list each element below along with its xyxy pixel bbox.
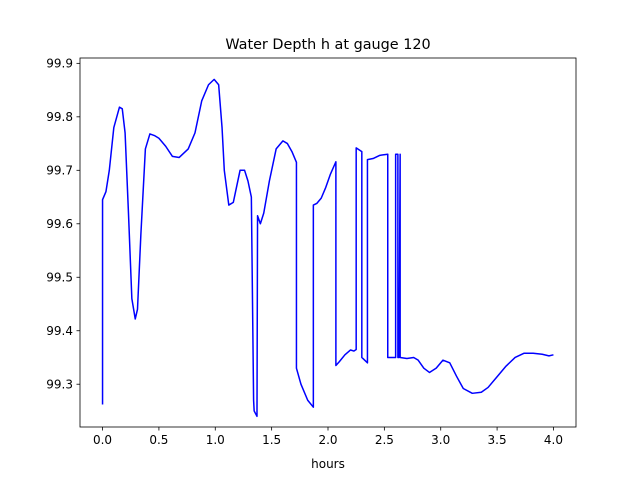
x-tick-label: 2.0 [318, 433, 337, 447]
x-tick-label: 1.5 [262, 433, 281, 447]
y-tick-label: 99.4 [46, 324, 73, 338]
series-line-0 [101, 78, 554, 418]
x-axis-label: hours [311, 457, 345, 471]
x-tick-label: 2.5 [375, 433, 394, 447]
chart-title: Water Depth h at gauge 120 [225, 37, 430, 53]
y-tick-label: 99.3 [46, 378, 73, 392]
y-tick-label: 99.5 [46, 271, 73, 285]
y-axis-ticks: 99.3 99.4 99.5 99.6 99.7 99.8 99.9 [46, 57, 80, 392]
x-tick-label: 3.0 [431, 433, 450, 447]
x-tick-label: 0.5 [149, 433, 168, 447]
y-tick-label: 99.7 [46, 164, 73, 178]
x-axis-ticks: 0.0 0.5 1.0 1.5 2.0 2.5 3.0 3.5 4.0 [93, 427, 563, 447]
y-tick-label: 99.8 [46, 110, 73, 124]
x-tick-label: 0.0 [93, 433, 112, 447]
y-tick-label: 99.9 [46, 57, 73, 71]
x-tick-label: 3.5 [488, 433, 507, 447]
y-tick-label: 99.6 [46, 217, 73, 231]
x-tick-label: 1.0 [206, 433, 225, 447]
x-tick-label: 4.0 [544, 433, 563, 447]
